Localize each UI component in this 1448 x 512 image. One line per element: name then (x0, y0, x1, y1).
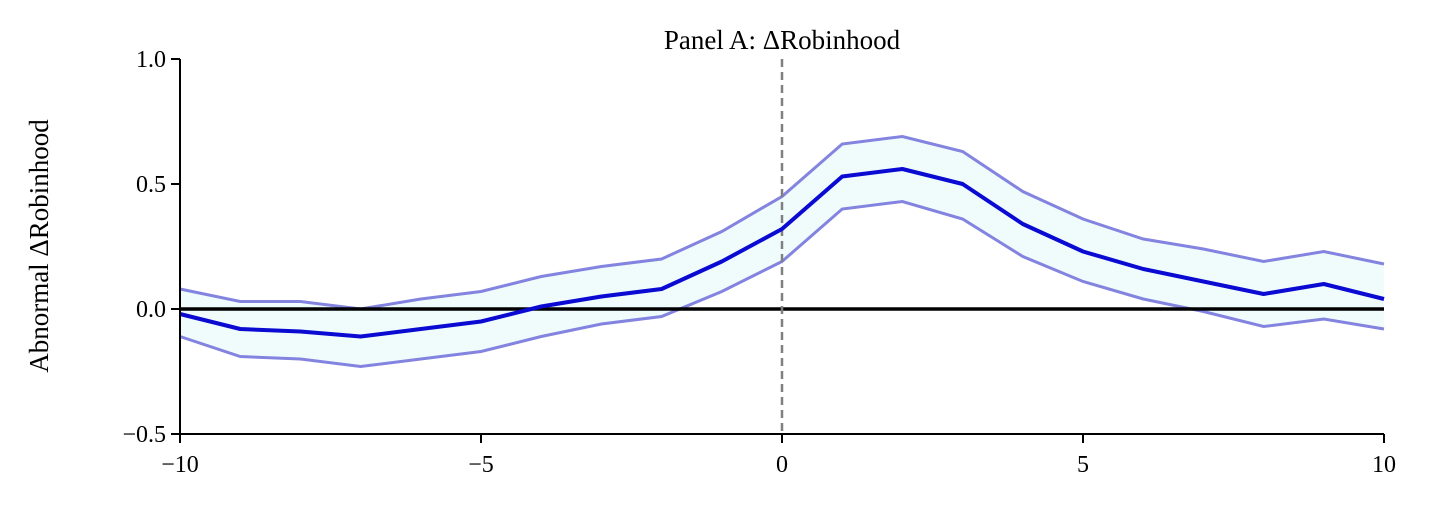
x-tick-label: 0 (776, 452, 788, 478)
y-tick-label: 1.0 (136, 47, 166, 73)
y-tick-label: 0.0 (136, 297, 166, 323)
y-tick-label: −0.5 (122, 422, 166, 448)
x-tick-label: −10 (161, 452, 199, 478)
y-axis-label: Abnormal ΔRobinhood (24, 119, 54, 373)
plot-area: −0.5 0.0 0.5 1.0 −10 −5 0 5 10 (122, 47, 1396, 478)
chart-title: Panel A: ΔRobinhood (664, 25, 901, 55)
y-tick-label: 0.5 (136, 172, 166, 198)
x-tick-label: −5 (468, 452, 494, 478)
x-tick-label: 5 (1077, 452, 1089, 478)
estimate-line (179, 167, 1385, 339)
x-tick-label: 10 (1372, 452, 1396, 478)
